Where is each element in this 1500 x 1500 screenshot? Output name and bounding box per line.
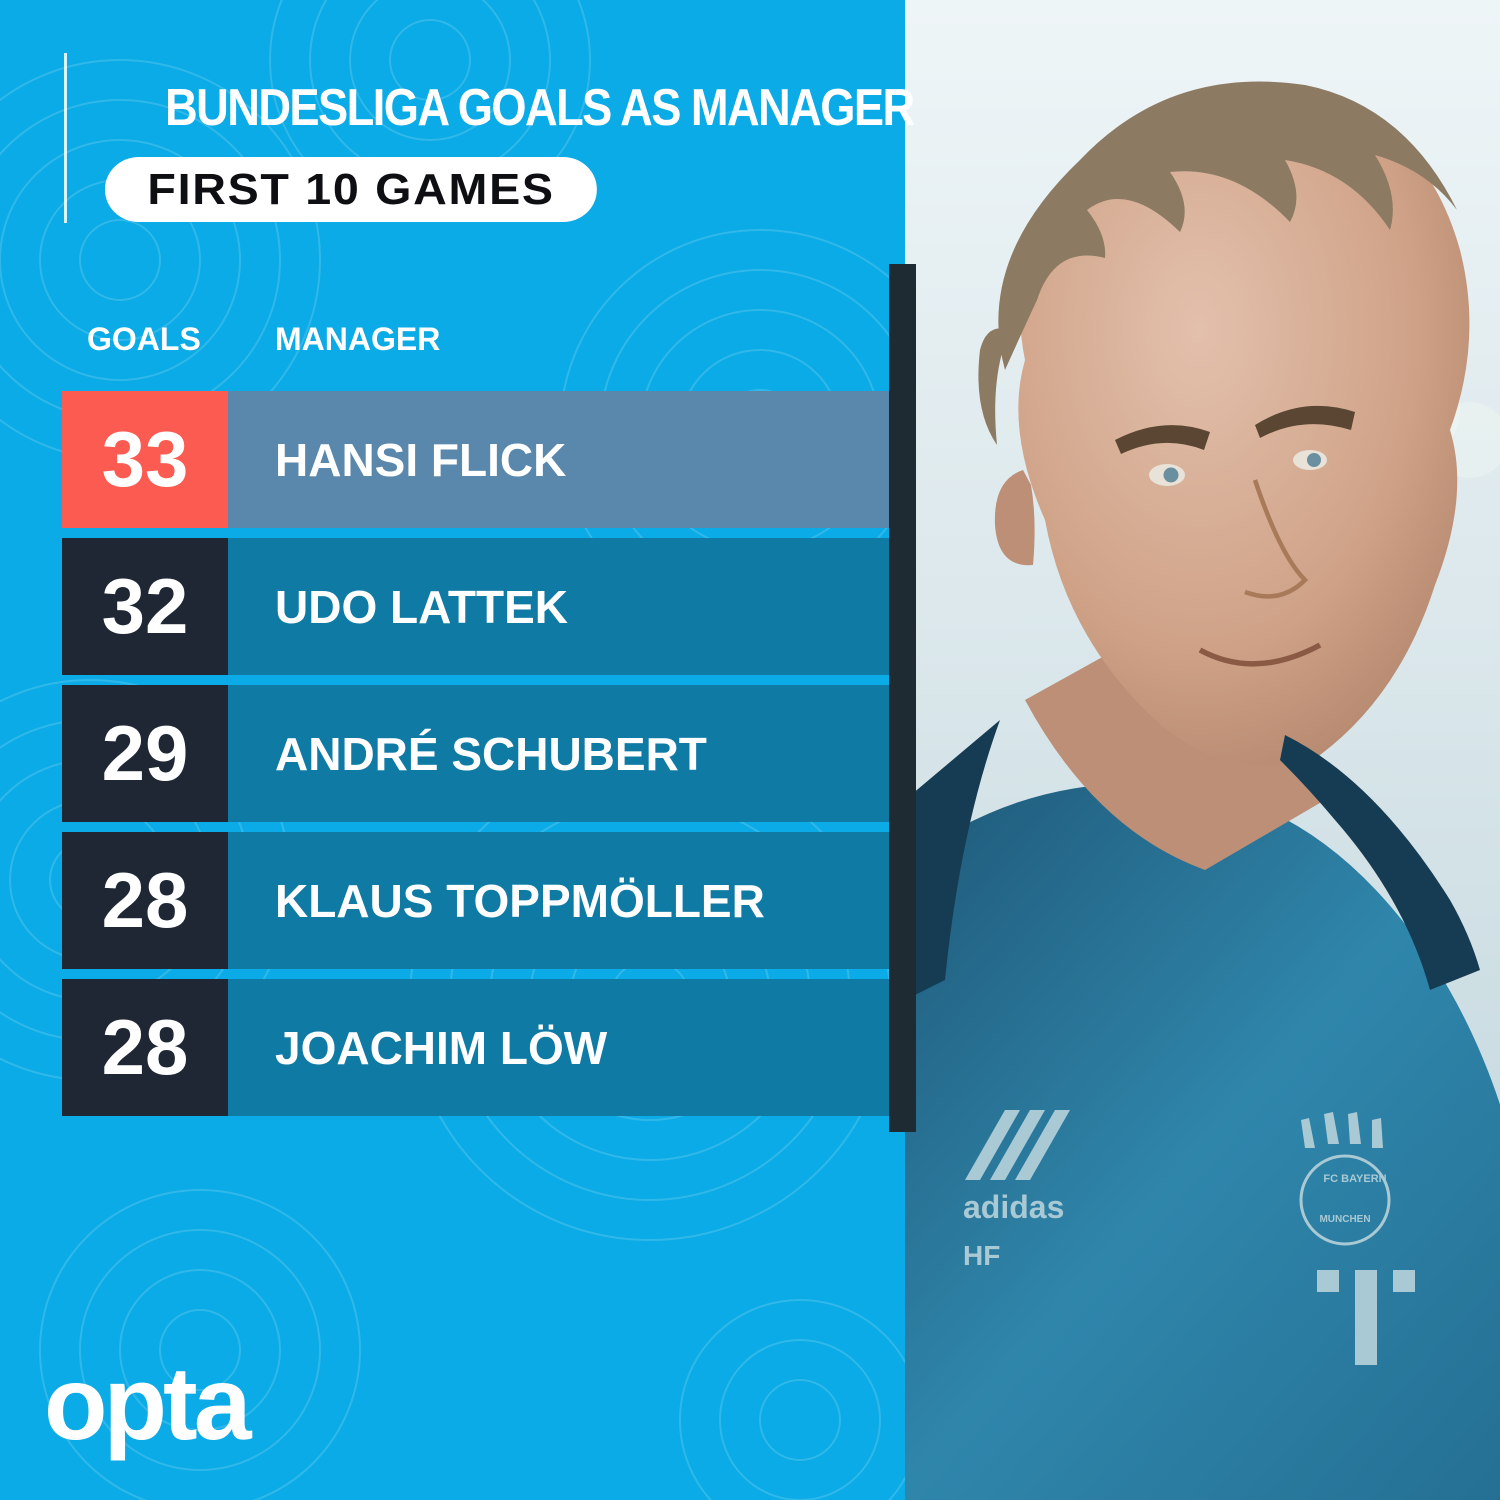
svg-text:FC BAYERN: FC BAYERN xyxy=(1323,1173,1386,1185)
svg-text:adidas: adidas xyxy=(963,1189,1064,1225)
svg-text:HF: HF xyxy=(963,1240,1000,1271)
svg-text:MUNCHEN: MUNCHEN xyxy=(1319,1214,1370,1225)
